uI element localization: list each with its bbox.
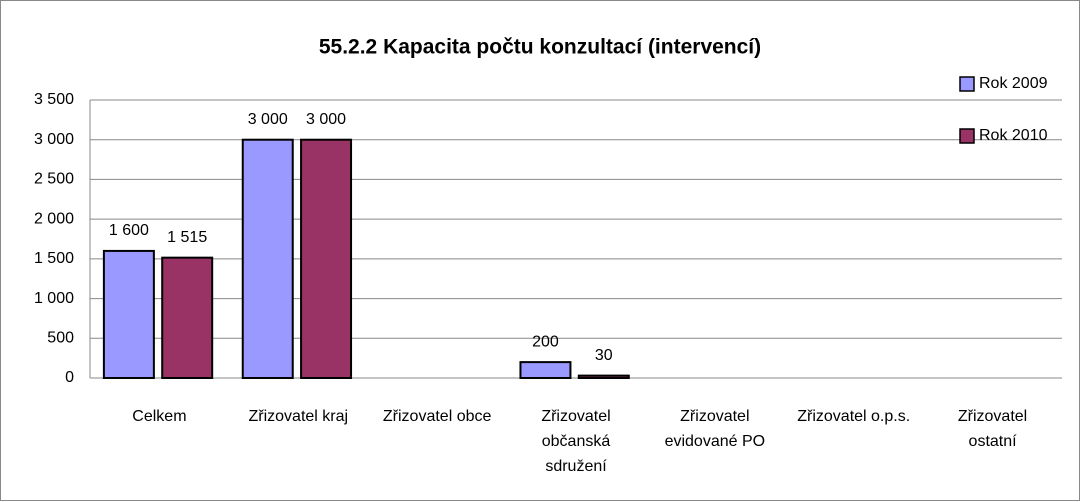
y-tick-label: 0 bbox=[65, 369, 74, 386]
y-tick-label: 2 000 bbox=[34, 210, 74, 227]
bar bbox=[300, 138, 353, 379]
data-label: 30 bbox=[595, 347, 613, 364]
data-label: 3 000 bbox=[306, 111, 346, 128]
y-tick-label: 3 000 bbox=[34, 131, 74, 148]
data-label: 3 000 bbox=[248, 111, 288, 128]
legend-swatch bbox=[959, 76, 975, 92]
bar bbox=[241, 138, 294, 379]
x-tick-label: Zřizovatel občanská sdružení bbox=[541, 408, 611, 475]
y-tick-label: 500 bbox=[47, 330, 74, 347]
legend-label: Rok 2010 bbox=[979, 127, 1048, 144]
x-tick-label: Zřizovatel ostatní bbox=[957, 408, 1028, 450]
x-tick-label: Zřizovatel kraj bbox=[248, 408, 349, 425]
bar bbox=[102, 249, 155, 380]
x-tick-label: Zřizovatel evidované PO bbox=[664, 408, 766, 450]
y-tick-label: 3 500 bbox=[34, 91, 74, 108]
y-tick-label: 1 000 bbox=[34, 290, 74, 307]
bar bbox=[161, 256, 214, 379]
chart-title: 55.2.2 Kapacita počtu konzultací (interv… bbox=[319, 36, 761, 59]
x-tick-label: Zřizovatel o.p.s. bbox=[797, 408, 911, 425]
bar bbox=[577, 374, 630, 380]
x-tick-label: Celkem bbox=[132, 408, 187, 425]
y-tick-label: 2 500 bbox=[34, 171, 74, 188]
legend-swatch bbox=[959, 128, 975, 144]
data-label: 1 600 bbox=[109, 222, 149, 239]
legend-label: Rok 2009 bbox=[979, 75, 1048, 92]
bar bbox=[519, 361, 572, 380]
data-label: 1 515 bbox=[167, 229, 207, 246]
data-label: 200 bbox=[532, 333, 559, 350]
x-tick-label: Zřizovatel obce bbox=[382, 408, 492, 425]
y-tick-label: 1 500 bbox=[34, 250, 74, 267]
